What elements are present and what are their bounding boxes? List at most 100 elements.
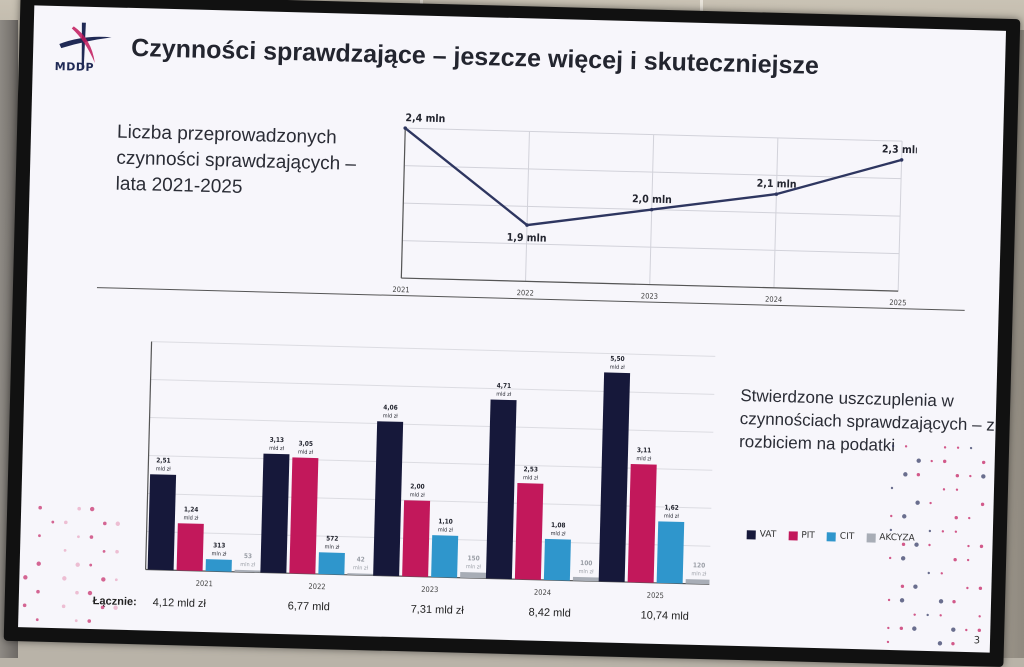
bar-data-unit: mln zł — [691, 571, 707, 577]
bar-data-unit: mld zł — [383, 413, 399, 419]
bar-data-label: 42 — [357, 555, 365, 563]
legend-swatch — [788, 530, 798, 541]
legend-item-pit: PIT — [788, 530, 815, 541]
line-point — [403, 126, 408, 130]
decor-dot — [38, 505, 42, 510]
decor-dot — [966, 586, 969, 590]
decorative-dots-right — [886, 444, 986, 646]
line-vgridline — [525, 131, 530, 282]
line-data-label: 1,9 mln — [507, 232, 547, 245]
decor-dot — [904, 445, 908, 448]
bar-x-tick-label: 2022 — [308, 582, 325, 591]
decor-dot — [929, 501, 932, 505]
decor-dot — [888, 556, 892, 560]
bar-chart: 2,51 mld zł 1,24 mld zł 313 mln zł 53 mln zł 202… — [145, 341, 716, 600]
decor-dot — [899, 598, 905, 603]
bar-data-unit: mld zł — [551, 531, 567, 537]
decor-dot — [942, 488, 946, 491]
bar-data-unit: mln zł — [325, 544, 341, 550]
decor-dot — [89, 506, 95, 512]
presentation-slide: MDDP Czynności sprawdzające – jeszcze wi… — [18, 5, 1007, 653]
decor-dot — [901, 542, 906, 547]
bar-data-unit: mld zł — [410, 492, 426, 498]
bar-akcyza — [234, 569, 261, 573]
decor-dot — [981, 474, 986, 479]
bar-cit — [656, 521, 685, 584]
bar-akcyza — [685, 579, 712, 585]
bar-data-unit: mld zł — [156, 466, 172, 472]
mddp-logo-icon — [59, 22, 112, 69]
line-data-label: 2,1 mln — [757, 178, 797, 191]
bar-data-label: 1,10 — [438, 517, 453, 525]
decor-dot — [36, 589, 40, 594]
decor-dot — [969, 446, 973, 450]
decor-dot — [23, 575, 28, 580]
decor-dot — [916, 472, 921, 477]
decor-dot — [890, 486, 894, 490]
bar-x-tick-label: 2021 — [196, 579, 213, 588]
decor-dot — [952, 599, 956, 604]
decor-dot — [889, 528, 893, 532]
decor-dot — [937, 641, 943, 646]
decor-dot — [938, 599, 944, 604]
decor-dot — [903, 472, 908, 477]
line-x-tick-label: 2025 — [889, 298, 906, 307]
decor-dot — [980, 502, 985, 507]
total-2024: 8,42 mld — [528, 606, 571, 620]
line-vgridline — [773, 137, 779, 288]
decor-dot — [51, 520, 55, 524]
decor-dot — [939, 614, 942, 617]
bar-akcyza — [347, 573, 374, 576]
decor-dot — [965, 628, 968, 632]
decor-dot — [967, 544, 970, 548]
decor-dot — [943, 446, 947, 449]
decor-dot — [890, 514, 893, 518]
decor-dot — [115, 549, 119, 554]
decor-dot — [102, 549, 106, 553]
line-vgridline — [897, 141, 903, 292]
line-chart-label: Liczba przeprowadzonych czynności sprawd… — [115, 121, 357, 198]
bar-pit — [289, 457, 319, 574]
decor-dot — [886, 640, 890, 644]
bar-cit — [205, 559, 232, 572]
decor-dot — [887, 598, 891, 602]
bar-data-label: 120 — [693, 561, 705, 569]
decor-dot — [113, 605, 118, 610]
bar-data-unit: mld zł — [438, 527, 454, 533]
bar-data-label: 1,24 — [184, 505, 199, 513]
bar-data-unit: mld zł — [664, 513, 680, 519]
decor-dot — [115, 521, 120, 526]
decor-dot — [951, 641, 955, 646]
decor-dot — [75, 590, 79, 595]
decor-dot — [89, 563, 93, 567]
bar-data-label: 2,53 — [523, 465, 538, 473]
bar-pit — [627, 463, 657, 583]
legend-label: CIT — [839, 531, 855, 543]
decor-dot — [954, 530, 958, 533]
bar-data-label: 5,50 — [610, 355, 625, 363]
decor-dot — [87, 619, 92, 623]
decor-dot — [913, 613, 916, 616]
decor-dot — [943, 459, 947, 464]
bar-vat — [598, 372, 631, 583]
bar-data-label: 1,08 — [551, 521, 566, 529]
bar-data-unit: mld zł — [610, 365, 626, 371]
bar-akcyza — [572, 576, 599, 582]
slide-title: Czynności sprawdzające – jeszcze więcej … — [130, 33, 820, 80]
bar-data-unit: mln zł — [466, 564, 482, 570]
bar-data-label: 2,00 — [410, 482, 425, 490]
legend-item-cit: CIT — [826, 531, 855, 543]
total-2025: 10,74 mld — [640, 609, 690, 623]
decor-dot — [978, 586, 983, 591]
decor-dot — [977, 628, 981, 633]
decor-dot — [916, 458, 921, 463]
decor-dot — [940, 572, 943, 575]
decor-dot — [89, 535, 94, 539]
decor-dot — [979, 544, 984, 549]
decorative-dots-left — [22, 505, 120, 623]
line-x-tick-label: 2023 — [641, 291, 658, 300]
page-number: 3 — [973, 635, 981, 647]
line-chart: 2,4 mln 1,9 mln 2,0 mln 2,1 mln 2,3 mln 2021 2… — [392, 112, 917, 307]
total-2023: 7,31 mld zł — [410, 603, 464, 617]
bar-vat — [147, 474, 177, 571]
